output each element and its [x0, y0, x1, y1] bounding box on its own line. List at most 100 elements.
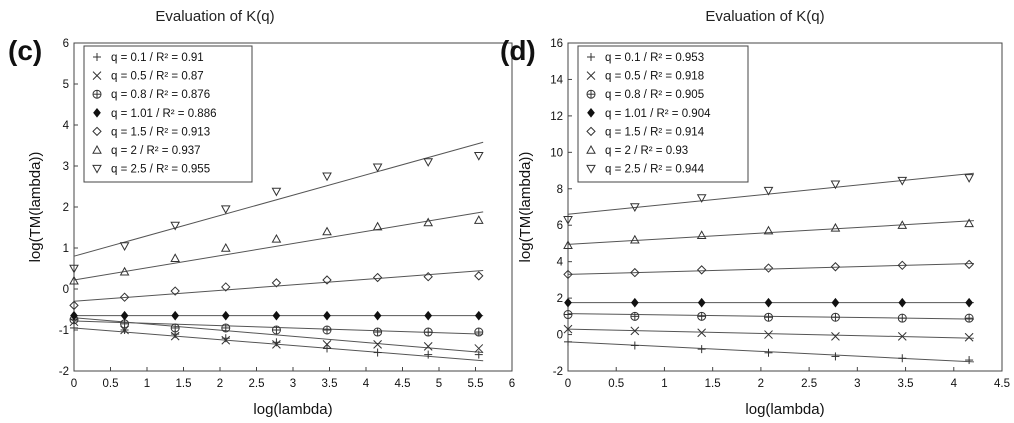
legend-entry-series-2: q = 0.5 / R² = 0.87 [111, 71, 204, 83]
chart-panel-c: Evaluation of K(q) (c) 0 0.5 1 1.5 2 2.5 3 3.5 4 4.… [8, 8, 515, 418]
data-point-series-7 [220, 205, 231, 215]
y-tick-label: 4 [63, 120, 70, 132]
data-point-series-4 [272, 310, 281, 321]
legend-marker-series-4 [587, 107, 595, 118]
y-tick-label: 8 [557, 184, 563, 196]
panel-label: (d) [500, 35, 536, 66]
legend-entry-series-4: q = 1.01 / R² = 0.904 [605, 108, 711, 120]
legend-entry-series-2: q = 0.5 / R² = 0.918 [605, 71, 704, 83]
x-tick-label: 1.5 [705, 378, 721, 390]
data-point-series-5 [423, 271, 433, 282]
data-point-series-3 [474, 327, 484, 337]
legend-marker-series-2 [586, 71, 596, 80]
data-point-series-5 [69, 300, 79, 311]
plot-frame [567, 42, 1003, 372]
data-point-series-5 [563, 269, 573, 280]
data-point-series-3 [423, 327, 433, 337]
y-tick-label: 3 [63, 161, 69, 173]
data-point-series-2 [373, 339, 382, 349]
x-tick-label: 5.5 [468, 378, 484, 390]
data-point-series-4 [373, 310, 382, 321]
data-point-series-7 [423, 158, 434, 167]
data-point-series-1 [221, 334, 230, 343]
data-point-series-4 [424, 310, 433, 321]
data-point-series-7 [830, 180, 841, 190]
legend-marker-series-1 [93, 53, 101, 61]
legend: q = 0.1 / R² = 0.91 q = 0.5 / R² = 0.87 q … [83, 45, 253, 183]
data-point-series-4 [474, 310, 483, 321]
data-point-series-6 [563, 240, 573, 249]
y-tick-label: 16 [550, 38, 563, 50]
fit-line-series-7 [567, 172, 974, 215]
data-point-series-3 [830, 312, 840, 322]
data-point-series-5 [964, 259, 974, 270]
data-point-series-2 [221, 335, 231, 345]
x-tick-label: 3 [290, 378, 296, 390]
data-point-series-2 [563, 324, 573, 334]
data-point-series-5 [830, 262, 841, 272]
y-tick-label: 1 [63, 243, 69, 255]
y-tick-label: 0 [557, 330, 563, 342]
data-point-series-1 [764, 348, 773, 357]
x-tick-label: 2.5 [249, 378, 265, 390]
data-point-series-2 [897, 332, 907, 341]
data-point-series-5 [474, 271, 484, 281]
legend-marker-series-3 [92, 89, 102, 99]
data-point-series-5 [696, 265, 707, 275]
legend: q = 0.1 / R² = 0.953 q = 0.5 / R² = 0.918… [577, 45, 749, 183]
data-point-series-6 [964, 218, 974, 228]
data-point-series-4 [831, 297, 840, 308]
data-point-series-4 [898, 297, 907, 308]
data-point-series-1 [630, 341, 639, 350]
legend-entry-series-6: q = 2 / R² = 0.93 [605, 145, 688, 157]
data-point-series-2 [831, 332, 840, 341]
legend-entry-series-7: q = 2.5 / R² = 0.944 [605, 164, 705, 176]
data-point-series-4 [630, 297, 639, 308]
data-point-series-3 [221, 323, 231, 333]
data-point-series-5 [763, 263, 774, 273]
data-point-series-6 [372, 221, 383, 231]
data-point-series-4 [323, 310, 331, 321]
x-tick-label: 0 [71, 378, 77, 390]
legend-marker-series-7 [92, 164, 102, 174]
legend-entry-series-1: q = 0.1 / R² = 0.91 [111, 52, 204, 64]
data-point-series-5 [170, 286, 180, 296]
y-tick-label: 6 [557, 220, 563, 232]
legend-marker-series-5 [586, 126, 596, 137]
data-point-series-2 [322, 339, 332, 349]
data-point-series-1 [965, 356, 974, 365]
data-point-series-3 [630, 311, 640, 321]
chart-title: Evaluation of K(q) [155, 8, 274, 25]
data-point-series-3 [322, 325, 332, 335]
data-point-series-6 [897, 220, 908, 229]
data-point-series-1 [898, 354, 907, 363]
x-axis-label: log(lambda) [253, 401, 332, 418]
data-point-series-3 [697, 311, 707, 321]
x-tick-label: 1 [661, 378, 667, 390]
chart-panel-d: Evaluation of K(q) (d) 0 0.5 1 1.5 2 2.5 3 3.5 4 4.… [500, 8, 1010, 418]
data-point-series-3 [764, 312, 774, 322]
x-tick-label: 5 [436, 378, 442, 390]
x-tick-label: 4 [951, 378, 958, 390]
y-tick-label: -2 [59, 366, 69, 378]
data-point-series-7 [372, 163, 383, 173]
y-tick-label: 5 [63, 79, 69, 91]
data-point-series-1 [697, 345, 706, 354]
data-point-series-1 [272, 338, 281, 347]
legend-entry-series-3: q = 0.8 / R² = 0.876 [111, 89, 210, 101]
y-tick-label: 6 [63, 38, 69, 50]
y-tick-label: 0 [63, 284, 69, 296]
x-tick-label: 4.5 [994, 378, 1010, 390]
x-tick-label: 0.5 [103, 378, 119, 390]
data-point-series-6 [271, 233, 282, 243]
data-point-series-4 [564, 297, 572, 308]
data-point-series-7 [473, 152, 484, 161]
fit-line-series-1 [567, 341, 974, 363]
legend-entry-series-4: q = 1.01 / R² = 0.886 [111, 108, 217, 120]
fit-line-series-6 [567, 220, 974, 245]
y-tick-label: 10 [550, 147, 563, 159]
data-point-series-6 [220, 242, 231, 252]
panel-label: (c) [8, 35, 42, 66]
data-point-series-7 [897, 176, 908, 186]
data-point-series-2 [764, 330, 773, 339]
